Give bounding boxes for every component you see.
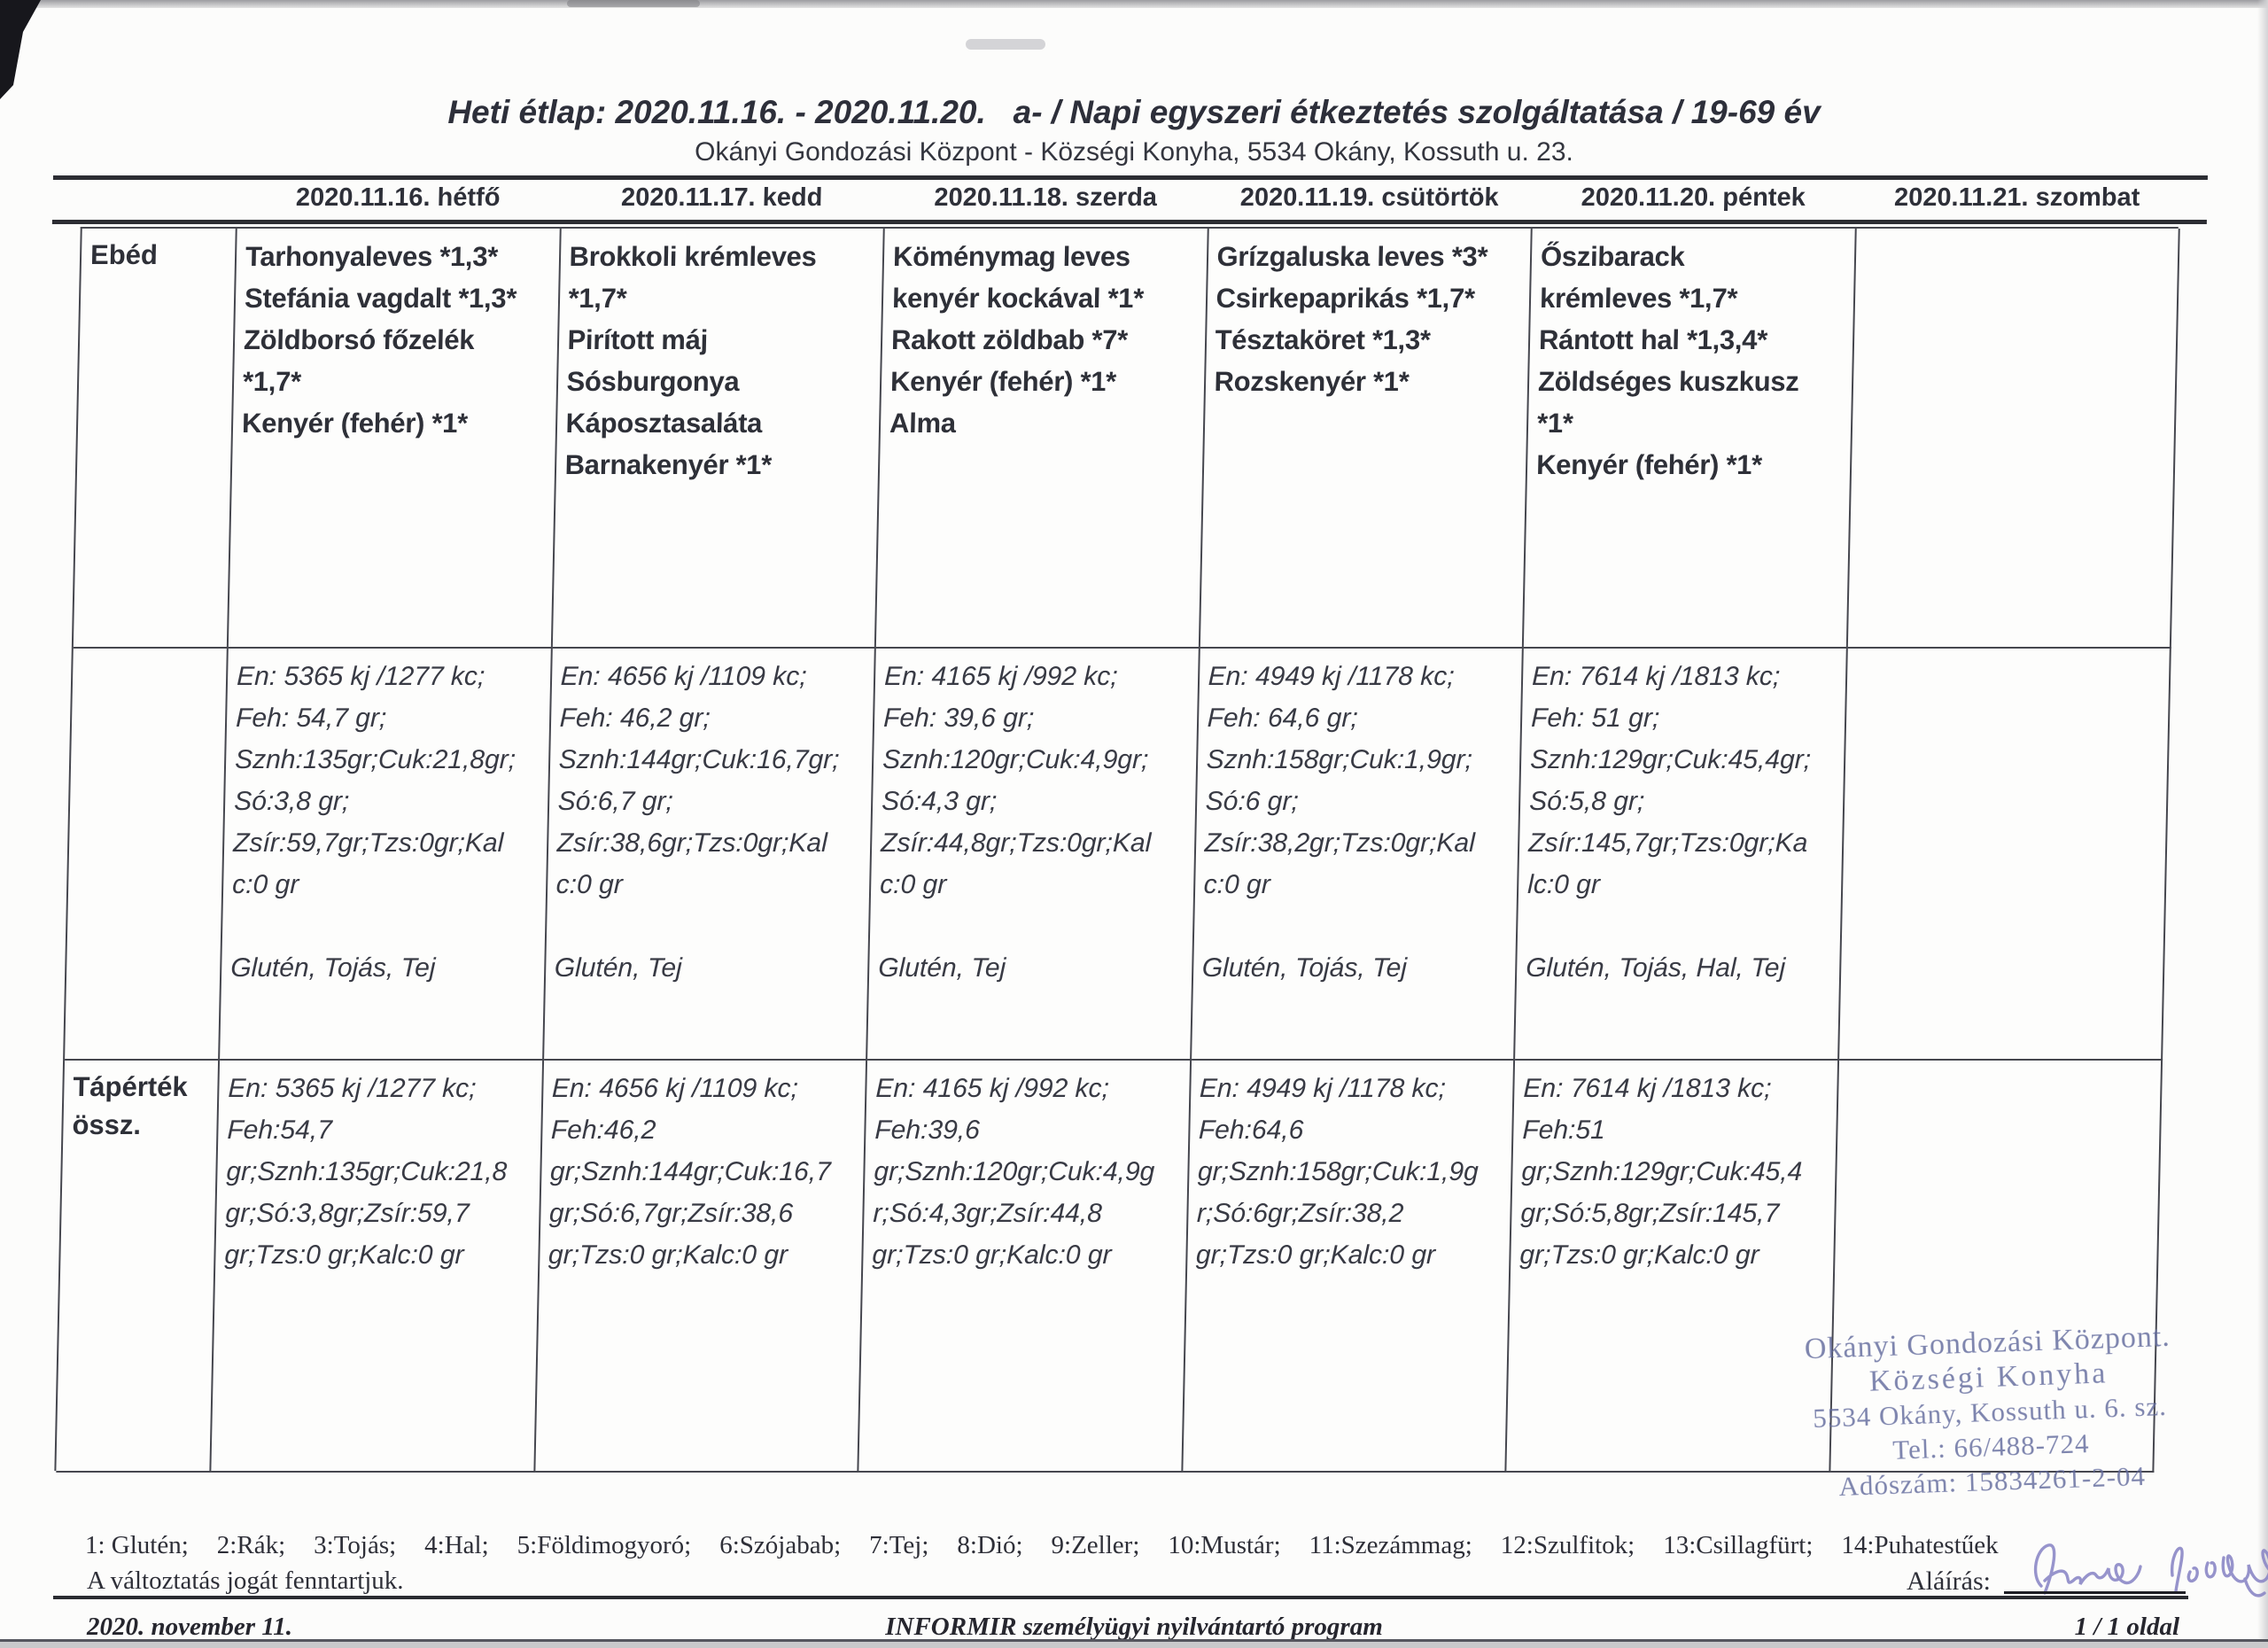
allergen-legend-item: 1: Glutén;: [85, 1531, 189, 1559]
total-nutrition-cell-wednesday: En: 4165 kj /992 kc; Feh:39,6 gr;Sznh:12…: [858, 1061, 1192, 1473]
day-header-thursday: 2020.11.19. csütörtök: [1239, 183, 1499, 212]
page-subtitle: Okányi Gondozási Központ - Községi Konyh…: [695, 137, 1573, 167]
total-nutrition-cell-monday: En: 5365 kj /1277 kc; Feh:54,7 gr;Sznh:1…: [211, 1061, 544, 1473]
daily-nutrition-cell-tuesday: En: 4656 kj /1109 kc; Feh: 46,2 gr; Sznh…: [543, 649, 876, 1061]
scan-edge-right: [2257, 0, 2268, 1648]
allergen-legend-item: 14:Puhatestűek: [1841, 1531, 1999, 1559]
daily-nutrition-cell-friday: En: 7614 kj /1813 kc; Feh: 51 gr; Sznh:1…: [1515, 649, 1848, 1061]
scan-smudge: [567, 0, 700, 7]
daily-nutrition-cell-monday: En: 5365 kj /1277 kc; Feh: 54,7 gr; Sznh…: [220, 649, 553, 1061]
allergen-legend-item: 4:Hal;: [424, 1531, 489, 1559]
daily-nutrition-cell-thursday: En: 4949 kj /1178 kc; Feh: 64,6 gr; Sznh…: [1191, 649, 1524, 1061]
scan-artifact-corner: [0, 0, 41, 99]
daily-nutrition-cell-wednesday: En: 4165 kj /992 kc; Feh: 39,6 gr; Sznh:…: [867, 649, 1200, 1061]
allergen-legend-item: 10:Mustár;: [1168, 1531, 1281, 1559]
allergen-legend: 1: Glutén; 2:Rák; 3:Tojás; 4:Hal; 5:Föld…: [85, 1531, 2140, 1560]
menu-cell-thursday: Grízgaluska leves *3* Csirkepaprikás *1,…: [1200, 229, 1533, 649]
menu-cell-tuesday: Brokkoli krémleves *1,7* Pirított máj Só…: [552, 229, 885, 649]
weekly-menu-table: Ebéd Tarhonyaleves *1,3* Stefánia vagdal…: [54, 227, 2180, 1473]
total-nutrition-cell-thursday: En: 4949 kj /1178 kc; Feh:64,6 gr;Sznh:1…: [1182, 1061, 1516, 1473]
table-area: 2020.11.16. hétfő 2020.11.17. kedd 2020.…: [51, 175, 2208, 1473]
date-header-row: 2020.11.16. hétfő 2020.11.17. kedd 2020.…: [81, 183, 2179, 213]
top-rule: [52, 175, 2208, 180]
allergen-legend-item: 2:Rák;: [216, 1531, 286, 1559]
allergen-legend-item: 5:Földimogyoró;: [517, 1531, 692, 1559]
footer-rule: [53, 1596, 2188, 1599]
daily-nutrition-cell-saturday: [1838, 649, 2171, 1061]
page-title: Heti étlap: 2020.11.16. - 2020.11.20. a-…: [447, 94, 1821, 130]
day-header-friday: 2020.11.20. péntek: [1581, 183, 1806, 212]
allergen-legend-item: 3:Tojás;: [314, 1531, 397, 1559]
allergen-legend-item: 11:Szezámmag;: [1309, 1531, 1472, 1559]
allergen-legend-item: 7:Tej;: [869, 1531, 929, 1559]
program-name: INFORMIR személyügyi nyilvántartó progra…: [885, 1613, 1383, 1641]
bottom-rule: [0, 1639, 2268, 1642]
total-row-label: Tápérték össz.: [56, 1061, 221, 1473]
menu-cell-wednesday: Köménymag leves kenyér kockával *1* Rako…: [875, 229, 1209, 649]
date-header-spacer: [81, 183, 237, 213]
day-header-monday: 2020.11.16. hétfő: [295, 183, 501, 212]
kitchen-stamp: Okányi Gondozási Központ. Községi Konyha…: [1744, 1317, 2235, 1506]
menu-cell-saturday: [1847, 229, 2180, 649]
allergen-legend-item: 13:Csillagfürt;: [1663, 1531, 1814, 1559]
day-header-wednesday: 2020.11.18. szerda: [934, 183, 1158, 212]
total-nutrition-cell-tuesday: En: 4656 kj /1109 kc; Feh:46,2 gr;Sznh:1…: [534, 1061, 868, 1473]
allergen-legend-item: 6:Szójabab;: [719, 1531, 842, 1559]
allergen-legend-item: 12:Szulfitok;: [1500, 1531, 1635, 1559]
header-rule: [51, 220, 2207, 224]
page-indicator: 1 / 1 oldal: [2074, 1613, 2179, 1641]
menu-cell-friday: Őszibarack krémleves *1,7* Rántott hal *…: [1523, 229, 1857, 649]
day-header-saturday: 2020.11.21. szombat: [1893, 183, 2140, 212]
meal-row-label: Ebéd: [73, 229, 237, 649]
day-header-tuesday: 2020.11.17. kedd: [620, 183, 823, 212]
signature-line: [2004, 1591, 2186, 1594]
allergen-legend-item: 8:Dió;: [957, 1531, 1023, 1559]
signature-label: Aláírás:: [1907, 1566, 1991, 1596]
scan-smudge: [966, 39, 1045, 50]
nutrition-row-spacer: [65, 649, 229, 1061]
change-note: A változtatás jogát fenntartjuk.: [87, 1566, 404, 1595]
print-date: 2020. november 11.: [87, 1613, 292, 1641]
allergen-legend-item: 9:Zeller;: [1051, 1531, 1140, 1559]
scan-edge-bottom: [0, 1642, 2268, 1648]
scan-edge-top: [0, 0, 2268, 8]
signature-scribble: [2033, 1543, 2268, 1597]
menu-cell-monday: Tarhonyaleves *1,3* Stefánia vagdalt *1,…: [228, 229, 562, 649]
